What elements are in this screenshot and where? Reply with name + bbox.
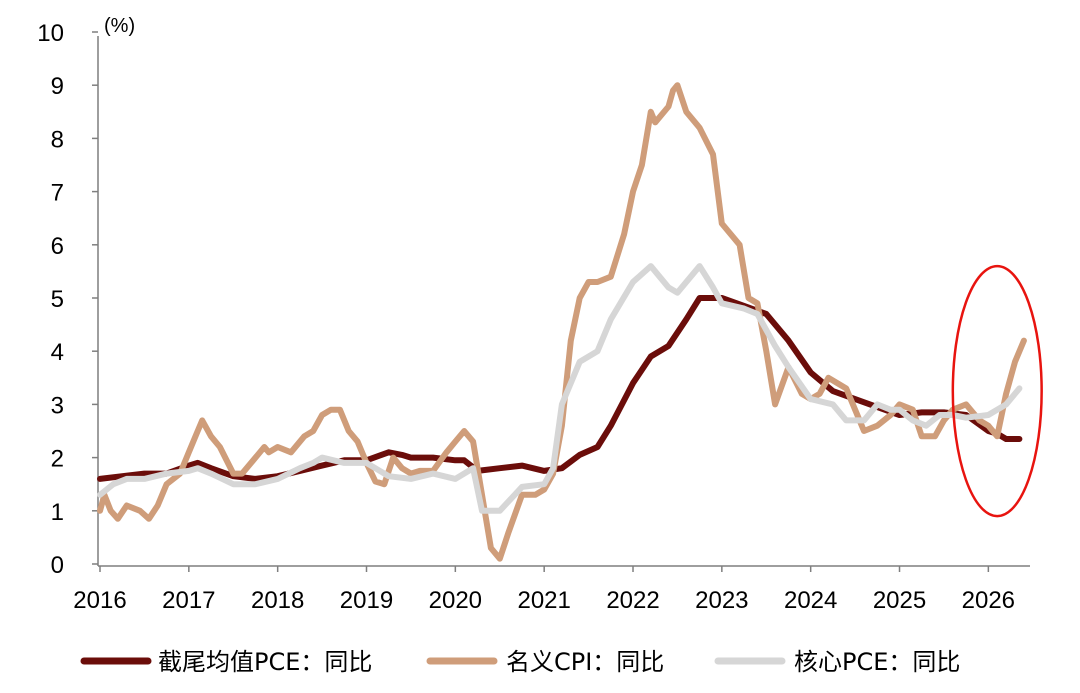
- y-tick-label: 9: [51, 73, 64, 100]
- x-tick-label: 2019: [340, 587, 393, 614]
- y-tick-label: 10: [37, 20, 64, 47]
- y-tick-label: 0: [51, 552, 64, 579]
- x-tick-label: 2025: [873, 587, 926, 614]
- y-tick-label: 5: [51, 286, 64, 313]
- y-tick-label: 1: [51, 499, 64, 526]
- legend-label-0: 截尾均值PCE：同比: [158, 648, 372, 676]
- y-tick-label: 2: [51, 446, 64, 473]
- legend-label-1: 名义CPI：同比: [506, 648, 664, 676]
- series-line-2: [97, 263, 1023, 514]
- y-axis-ticks: 0 1 2 3 4 5 6 7 8 9 10: [37, 20, 98, 579]
- series-line-1: [97, 82, 1027, 562]
- legend: 截尾均值PCE：同比 名义CPI：同比 核心PCE：同比: [80, 648, 960, 676]
- y-tick-label: 3: [51, 392, 64, 419]
- x-tick-label: 2021: [517, 587, 570, 614]
- x-tick-label: 2020: [429, 587, 482, 614]
- series-layer: [97, 82, 1027, 562]
- x-tick-label: 2024: [784, 587, 837, 614]
- x-axis-ticks: 2016 2017 2018 2019 2020 2021 2022 2023 2024 2025…: [73, 566, 1015, 614]
- y-unit-label: (%): [104, 15, 135, 37]
- y-tick-label: 7: [51, 180, 64, 207]
- x-tick-label: 2018: [251, 587, 304, 614]
- y-tick-label: 8: [51, 126, 64, 153]
- x-tick-label: 2017: [162, 587, 215, 614]
- x-tick-label: 2022: [606, 587, 659, 614]
- x-tick-label: 2016: [73, 587, 126, 614]
- highlight-ellipse: [951, 264, 1043, 518]
- y-tick-label: 4: [51, 339, 64, 366]
- y-tick-label: 6: [51, 233, 64, 260]
- x-tick-label: 2023: [695, 587, 748, 614]
- x-tick-label: 2026: [962, 587, 1015, 614]
- legend-label-2: 核心PCE：同比: [794, 648, 960, 676]
